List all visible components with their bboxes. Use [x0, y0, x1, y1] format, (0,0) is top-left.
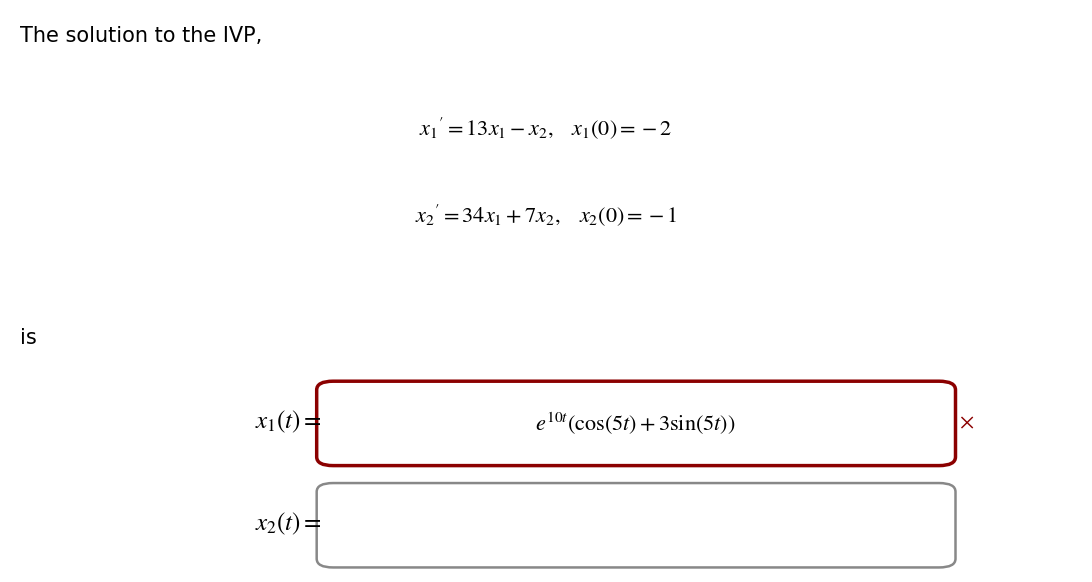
Text: $e^{10t}(\cos(5t) + 3\sin(5t))$: $e^{10t}(\cos(5t) + 3\sin(5t))$ [535, 411, 736, 436]
Text: $\times$: $\times$ [959, 414, 974, 434]
FancyBboxPatch shape [317, 483, 955, 567]
Text: $x_1(t) =$: $x_1(t) =$ [256, 409, 322, 435]
Text: $x_2{}' = 34x_1 + 7x_2, \quad x_2(0) = -1$: $x_2{}' = 34x_1 + 7x_2, \quad x_2(0) = -… [415, 203, 677, 228]
FancyBboxPatch shape [317, 381, 955, 466]
Text: is: is [20, 328, 36, 347]
Text: $x_2(t) =$: $x_2(t) =$ [256, 510, 322, 537]
Text: The solution to the IVP,: The solution to the IVP, [20, 26, 262, 46]
Text: $x_1{}' = 13x_1 - x_2, \quad x_1(0) = -2$: $x_1{}' = 13x_1 - x_2, \quad x_1(0) = -2… [419, 115, 673, 141]
